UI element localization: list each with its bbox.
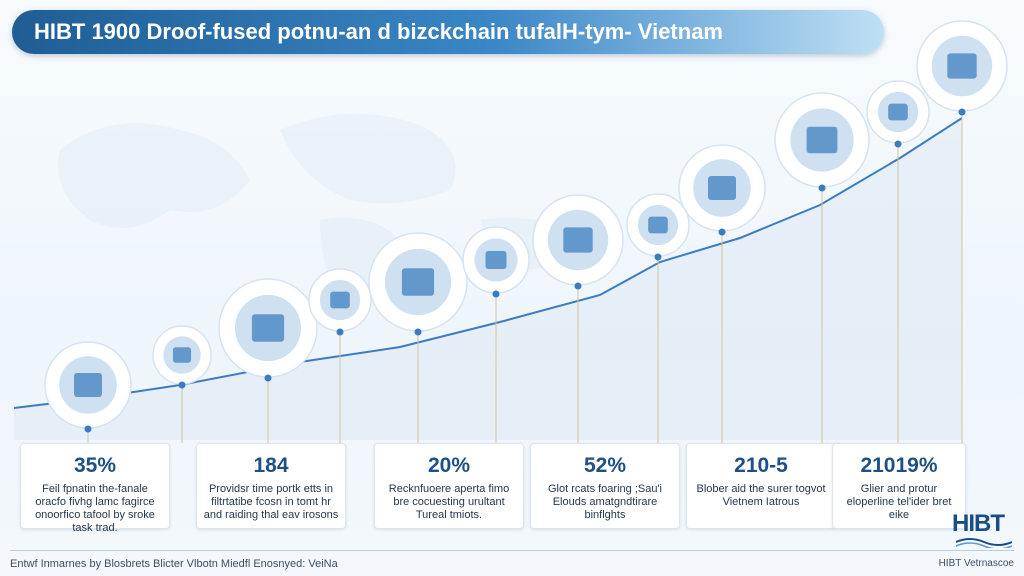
milestone-dot [574, 282, 582, 290]
stat-card-5: 210-5 Blober aid the surer togvot Vietne… [686, 443, 836, 529]
energy-grid-icon-shape [888, 103, 908, 121]
stat-value: 52% [583, 454, 627, 477]
stat-card-3: 20% Recknfuoere aperta fimo bre cocuesti… [374, 443, 524, 529]
server-tower-icon-shape [251, 314, 285, 342]
page-title: HIBT 1900 Droof-fused potnu-an d bizckch… [34, 19, 723, 44]
title-banner: HIBT 1900 Droof-fused potnu-an d bizckch… [12, 10, 884, 54]
milestone-dot [336, 328, 344, 336]
milestone-dot [894, 140, 902, 148]
stat-description: Recknfuoere aperta fimo bre cocuesting u… [388, 483, 510, 521]
stat-description: Glier and protur eloperline tel'ider bre… [846, 483, 952, 521]
stat-value: 21019% [860, 454, 938, 477]
footer-divider [10, 550, 1014, 551]
milestone-dot [264, 374, 272, 382]
library-building-icon-shape [74, 373, 102, 397]
stat-card-1: 35% Feil fpnatin the-fanale oracfo fivhg… [20, 443, 170, 534]
milestone-dot [492, 290, 500, 298]
stat-description: Glot rcats foaring ;Sau'i Elouds amatgnd… [548, 483, 662, 521]
footer-brand: HIBT Vetrnascoe [938, 558, 1014, 569]
milestone-dot [414, 328, 422, 336]
secure-machine-icon-shape [563, 227, 593, 253]
curve-area [14, 118, 962, 440]
milestone-dot [718, 228, 726, 236]
milestone-dot [178, 381, 186, 389]
telescope-icon-shape [172, 347, 192, 363]
stat-value: 210-5 [734, 454, 788, 477]
stat-card-6: 21019% Glier and protur eloperline tel'i… [832, 443, 966, 529]
milestone-dot [818, 184, 826, 192]
growth-curve [13, 117, 963, 409]
stat-description: Providsr time portk etts in filtrtatibe … [203, 483, 339, 521]
footer-credit: Entwf Inmarnes by Blosbrets Blicter Vlbo… [10, 558, 338, 570]
milestone-dot [654, 253, 662, 261]
blockchain-dome-icon-shape [947, 53, 977, 79]
stat-card-4: 52% Glot rcats foaring ;Sau'i Elouds ama… [530, 443, 680, 529]
milestone-dot [958, 108, 966, 116]
robot-factory-icon-shape [708, 176, 736, 200]
stat-value: 20% [427, 454, 471, 477]
logo-wave-icon [956, 538, 1012, 548]
stat-description: Feil fpnatin the-fanale oracfo fivhg lam… [35, 483, 155, 534]
logo-text: HIBT [952, 510, 1005, 537]
shield-network-icon-shape [485, 251, 507, 269]
data-center-icon-shape [401, 268, 435, 296]
hibt-logo: HIBT [952, 510, 1016, 550]
milestone-dot [84, 425, 92, 433]
gear-network-icon-shape [648, 216, 668, 234]
stat-value: 35% [73, 454, 117, 477]
stat-value: 184 [253, 454, 289, 477]
satellite-icon-shape [330, 291, 350, 309]
server-rack-icon-shape [806, 126, 838, 154]
stat-description: Blober aid the surer togvot Vietnem Iatr… [696, 483, 826, 508]
stat-card-2: 184 Providsr time portk etts in filtrtat… [196, 443, 346, 529]
